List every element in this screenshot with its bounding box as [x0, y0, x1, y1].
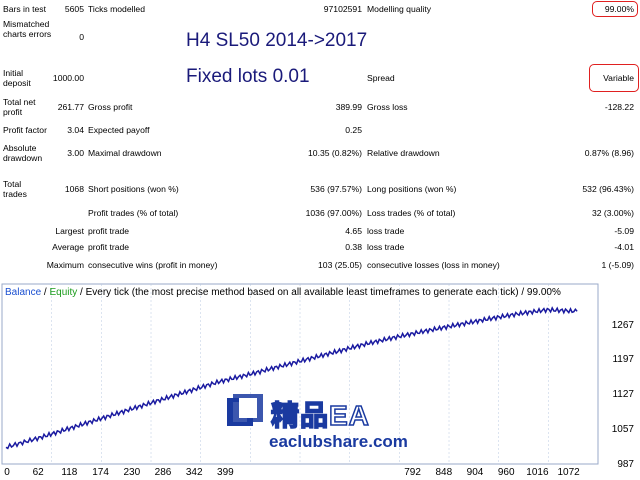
x-tick-label: 342	[185, 467, 203, 478]
max-consec-losses-value: 1 (-5.09)	[601, 260, 634, 270]
largest-profit-label: profit trade	[88, 226, 130, 236]
x-tick-label: 0	[4, 467, 10, 478]
average-loss-label: loss trade	[367, 242, 405, 252]
x-tick-label: 792	[404, 467, 421, 478]
x-tick-label: 1016	[526, 467, 549, 478]
chart-grid	[51, 284, 549, 464]
grossloss-value: -128.22	[604, 102, 634, 112]
grossprofit-label: Gross profit	[88, 102, 133, 112]
chart-legend: Balance / Equity / Every tick (the most …	[5, 287, 561, 298]
spread-label: Spread	[367, 73, 395, 83]
average-profit-value: 0.38	[345, 242, 362, 252]
absdd-value: 3.00	[67, 148, 84, 158]
overlay-line2: Fixed lots 0.01	[186, 66, 310, 87]
x-tick-label: 399	[217, 467, 234, 478]
netprofit-label: Total net profit	[3, 97, 36, 117]
quality-value: 99.00%	[604, 4, 634, 14]
largest-loss-value: -5.09	[614, 226, 634, 236]
x-tick-label: 118	[61, 467, 78, 478]
y-tick-label: 1057	[611, 424, 634, 435]
max-consec-losses-label: consecutive losses (loss in money)	[367, 260, 500, 270]
legend-rest: / Every tick (the most precise method ba…	[77, 287, 561, 298]
short-label: Short positions (won %)	[88, 184, 179, 194]
ticks-value: 97102591	[323, 4, 362, 14]
y-tick-label: 987	[617, 459, 634, 470]
average-prefix: Average	[52, 242, 84, 252]
watermark-line1: 精品EA	[270, 399, 370, 432]
watermark: 精品EA eaclubshare.com	[224, 392, 408, 451]
average-loss-value: -4.01	[614, 242, 634, 252]
trades-label: Total trades	[3, 179, 27, 199]
maximum-prefix: Maximum	[46, 260, 84, 270]
grossprofit-value: 389.99	[335, 102, 362, 112]
grossloss-label: Gross loss	[367, 102, 408, 112]
deposit-value: 1000.00	[52, 73, 84, 83]
y-tick-label: 1267	[611, 320, 634, 331]
reldd-label: Relative drawdown	[367, 148, 440, 158]
ticks-label: Ticks modelled	[88, 4, 145, 14]
watermark-line2: eaclubshare.com	[269, 432, 408, 451]
largest-prefix: Largest	[55, 226, 84, 236]
test-report: Bars in test 5605 Ticks modelled 9710259…	[3, 1, 639, 270]
maxdd-value: 10.35 (0.82%)	[308, 148, 362, 158]
spread-highlight	[589, 64, 639, 92]
max-consec-wins-value: 103 (25.05)	[318, 260, 362, 270]
profit-trades-label: Profit trades (% of total)	[88, 208, 179, 218]
largest-loss-label: loss trade	[367, 226, 405, 236]
balance-series-line	[5, 306, 578, 450]
x-tick-label: 904	[466, 467, 484, 478]
maxdd-label: Maximal drawdown	[88, 148, 162, 158]
quality-label: Modelling quality	[367, 4, 432, 14]
x-tick-label: 1072	[557, 467, 580, 478]
pf-label: Profit factor	[3, 125, 47, 135]
netprofit-value: 261.77	[57, 102, 84, 112]
quality-highlight	[592, 1, 638, 17]
legend-equity: Equity	[49, 287, 78, 298]
average-profit-label: profit trade	[88, 242, 130, 252]
loss-trades-value: 32 (3.00%)	[591, 208, 634, 218]
mismatch-value: 0	[79, 32, 84, 42]
x-tick-label: 174	[92, 467, 109, 478]
x-tick-label: 286	[154, 467, 172, 478]
absdd-label: Absolute drawdown	[3, 143, 43, 163]
mismatch-label: Mismatched charts errors	[3, 19, 52, 39]
overlay-line1: H4 SL50 2014->2017	[186, 30, 368, 51]
legend-sep: /	[41, 287, 50, 298]
legend-balance: Balance	[5, 287, 42, 298]
payoff-value: 0.25	[345, 125, 362, 135]
reldd-value: 0.87% (8.96)	[584, 148, 634, 158]
largest-profit-value: 4.65	[345, 226, 362, 236]
profit-trades-value: 1036 (97.00%)	[305, 208, 362, 218]
book-logo-icon	[227, 394, 263, 426]
long-value: 532 (96.43%)	[582, 184, 634, 194]
payoff-label: Expected payoff	[88, 125, 150, 135]
x-tick-label: 230	[123, 467, 141, 478]
trades-value: 1068	[64, 184, 84, 194]
loss-trades-label: Loss trades (% of total)	[367, 208, 456, 218]
deposit-label: Initial deposit	[3, 68, 31, 88]
y-tick-label: 1127	[612, 389, 634, 400]
max-consec-wins-label: consecutive wins (profit in money)	[88, 260, 218, 270]
x-tick-label: 848	[435, 467, 453, 478]
pf-value: 3.04	[67, 125, 84, 135]
long-label: Long positions (won %)	[367, 184, 457, 194]
balance-chart	[1, 283, 599, 465]
x-tick-label: 62	[32, 467, 44, 478]
bars-label: Bars in test	[3, 4, 46, 14]
y-tick-label: 1197	[612, 354, 634, 365]
bars-value: 5605	[64, 4, 84, 14]
x-tick-label: 960	[497, 467, 515, 478]
short-value: 536 (97.57%)	[310, 184, 362, 194]
spread-value: Variable	[603, 73, 634, 83]
